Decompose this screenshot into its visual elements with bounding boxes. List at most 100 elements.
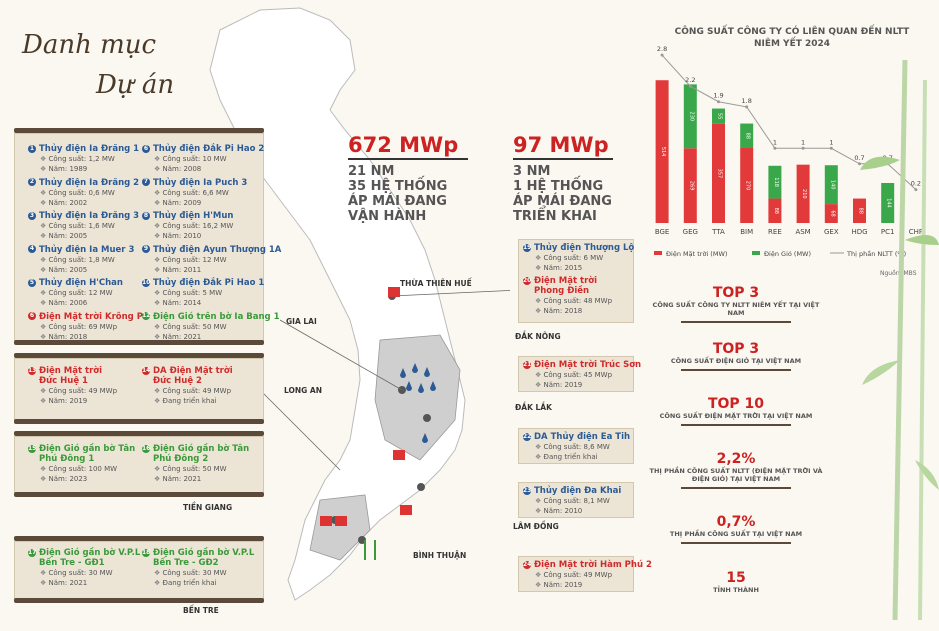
project-detail: ❖ Công suất: 49 MWp [535, 570, 631, 580]
page-title-line2: Dự án [96, 70, 175, 100]
panel-thua-thien-hue [518, 239, 634, 323]
rank-value: TOP 10 [707, 396, 765, 412]
panel-binh-thuan [518, 556, 634, 592]
project-detail-text: Công suất: 16,2 MW [162, 222, 234, 230]
x-tick-label: TTA [711, 228, 725, 236]
project-detail: ❖ Năm: 2019 [535, 380, 631, 390]
project-item: 12 Điện Gió trên bờ Ia Bang 1 ❖ Công suất:… [142, 312, 280, 342]
panel-bar [14, 128, 264, 133]
region-lam-dong: LÂM ĐỒNG [513, 522, 559, 531]
bar-wind [683, 84, 697, 149]
project-detail-text: Năm: 2010 [543, 507, 583, 515]
project-detail: ❖ Công suất: 6,6 MW [154, 188, 264, 198]
project-item: 14 DA Điện Mặt trời Đức Huệ 2 ❖ Công suất: … [142, 366, 264, 406]
project-detail-text: Đang triển khai [162, 397, 217, 405]
project-name: 6 Thủy điện Đắk Pi Hao 2 [142, 144, 264, 154]
project-detail: ❖ Đang triển khai [535, 452, 631, 462]
project-detail: ❖ Công suất: 1,6 MW [40, 221, 150, 231]
project-name: 18 Điện Gió gần bờ V.P.L [142, 548, 264, 558]
project-item: 5 Thủy điện H'Chan ❖ Công suất: 12 MW ❖ Năm… [28, 278, 150, 308]
panel-bar [14, 353, 264, 358]
diamond-icon: ❖ [40, 255, 49, 264]
line-share-label: 0.7 [854, 154, 864, 162]
stat-operating-value: 672 MWp [348, 133, 459, 157]
panel-bar [14, 340, 264, 345]
rank-divider [681, 542, 791, 544]
project-detail-text: Năm: 2018 [543, 307, 583, 315]
line-share-point [660, 53, 664, 57]
project-detail-text: Năm: 2018 [48, 332, 88, 341]
x-tick-label: PC1 [881, 228, 895, 236]
project-detail-text: Công suất: 12 MW [162, 255, 227, 264]
project-detail-text: Công suất: 49 MWp [162, 387, 232, 395]
project-detail-text: Công suất: 12 MW [48, 289, 113, 297]
rank-divider [681, 321, 791, 323]
region-dak-lak: ĐẮK LẮK [515, 403, 552, 412]
project-detail-text: Công suất: 8,1 MW [543, 497, 610, 505]
project-detail-text: Năm: 2021 [162, 475, 202, 483]
diamond-icon: ❖ [535, 381, 544, 389]
project-number-badge: 1 [28, 144, 36, 153]
diamond-icon: ❖ [154, 289, 163, 297]
x-tick-label: BIM [740, 228, 753, 236]
project-name-text: Thủy điện Đắk Pi Hao 1 [153, 278, 265, 288]
project-detail-text: Năm: 2015 [543, 264, 583, 272]
project-detail-text: Công suất: 49 MWp [48, 387, 118, 395]
project-detail: ❖ Công suất: 30 MW [40, 568, 150, 578]
project-number-badge: 3 [28, 211, 36, 220]
legend-wind-swatch [752, 251, 760, 255]
line-share-label: 1 [773, 138, 777, 146]
project-name-text: Điện Mặt trời Hàm Phú 2 [534, 560, 652, 570]
project-detail-text: Năm: 2006 [48, 299, 88, 307]
line-share-label: 1 [801, 138, 805, 146]
project-number-badge: 6 [142, 144, 150, 153]
project-detail-text: Công suất: 5 MW [162, 289, 223, 297]
project-detail: ❖ Năm: 2005 [40, 231, 150, 241]
project-item: 10 Thủy điện Đắk Pi Hao 1 ❖ Công suất: 5 M… [142, 278, 264, 308]
project-item: 8 Thủy điện H'Mun ❖ Công suất: 16,2 MW ❖ Nă… [142, 211, 264, 241]
project-detail: ❖ Đang triển khai [154, 578, 264, 588]
bar-solar [853, 198, 866, 223]
project-number-badge: 10 [142, 278, 151, 287]
project-detail: ❖ Công suất: 8,6 MW [535, 442, 631, 452]
project-detail-text: Công suất: 100 MW [48, 465, 118, 473]
diamond-icon: ❖ [40, 397, 49, 405]
diamond-icon: ❖ [154, 387, 163, 395]
project-detail-text: Công suất: 0,6 MW [48, 188, 115, 197]
project-name: 12 Điện Gió trên bờ Ia Bang 1 [142, 312, 280, 322]
region-ben-tre: BẾN TRE [183, 606, 219, 615]
diamond-icon: ❖ [535, 453, 544, 461]
project-detail: ❖ Năm: 2021 [154, 474, 264, 484]
legend-solar: Điện Mặt trời (MW) [666, 250, 727, 258]
diamond-icon: ❖ [154, 397, 163, 405]
project-item: 22 DA Thủy điện Ea Tih ❖ Công suất: 8,6 MW… [523, 432, 631, 462]
project-item: 24 Điện Mặt trời Hàm Phú 2 ❖ Công suất: 49… [523, 560, 652, 590]
diamond-icon: ❖ [154, 232, 163, 240]
rank-divider [681, 424, 791, 426]
panel-lam-dong [518, 482, 634, 518]
project-detail-text: Công suất: 6,6 MW [162, 188, 229, 197]
project-detail: ❖ Công suất: 30 MW [154, 568, 264, 578]
legend-solar-swatch [654, 251, 662, 255]
panel-bar [14, 419, 264, 424]
project-detail: ❖ Năm: 2006 [40, 298, 150, 308]
region-gia-lai: GIA LAI [286, 317, 317, 326]
project-detail: ❖ Năm: 2010 [535, 506, 631, 516]
project-number-badge: 12 [142, 312, 151, 320]
diamond-icon: ❖ [535, 443, 544, 451]
project-detail: ❖ Công suất: 10 MW [154, 154, 264, 164]
project-detail: ❖ Công suất: 49 MWp [154, 386, 264, 396]
project-detail: ❖ Công suất: 69 MWp [40, 322, 150, 332]
diamond-icon: ❖ [40, 569, 49, 577]
project-detail: ❖ Năm: 1989 [40, 164, 150, 174]
diamond-icon: ❖ [535, 497, 544, 505]
project-detail-text: Công suất: 1,2 MW [48, 155, 115, 163]
project-detail: ❖ Công suất: 6 MW [535, 253, 631, 263]
project-name-text: Điện Gió gần bờ Tân [153, 444, 250, 454]
line-share-point [914, 188, 918, 192]
diamond-icon: ❖ [40, 465, 49, 473]
project-detail: ❖ Đang triển khai [154, 396, 264, 406]
project-detail-text: Công suất: 69 MWp [48, 322, 118, 331]
project-name: 4 Thủy điện Ia Muer 3 [28, 245, 150, 255]
bar-wind-label: 144 [886, 198, 892, 208]
